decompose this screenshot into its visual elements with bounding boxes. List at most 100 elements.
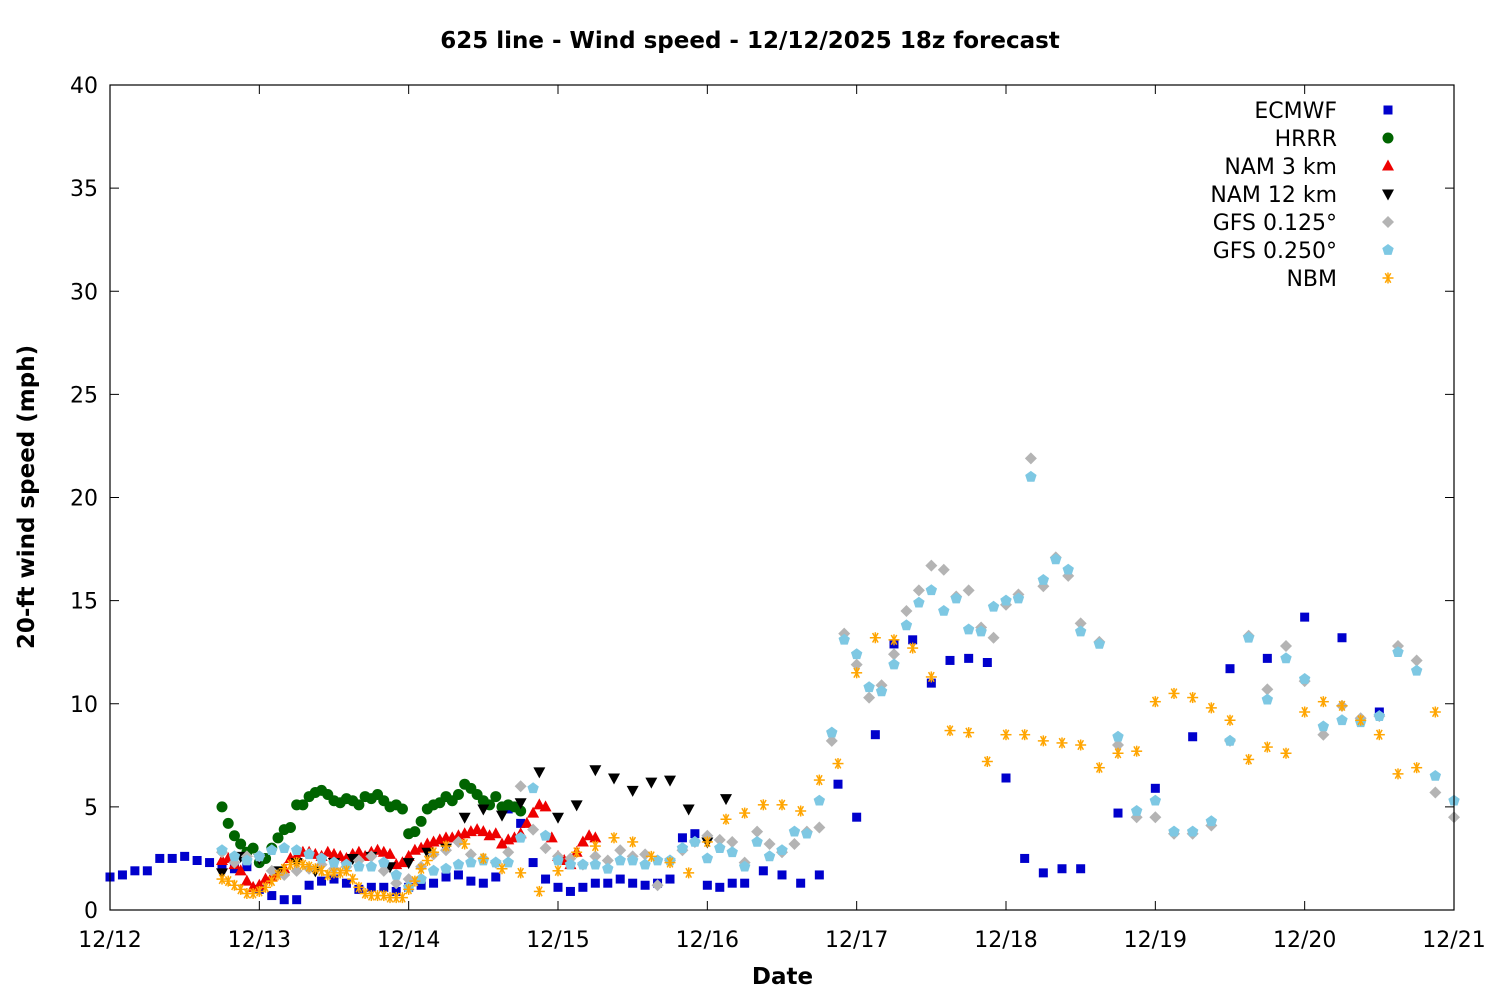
ecmwf-point: [628, 878, 638, 888]
gfs-0-250-point: [1242, 631, 1255, 643]
nbm-point: [701, 836, 713, 848]
gfs-0-125-point: [1149, 811, 1162, 824]
gfs-0-250-point: [390, 868, 402, 880]
nam-3-km-point: [589, 831, 602, 843]
nbm-point: [963, 727, 975, 739]
gfs-0-250-point: [826, 726, 838, 738]
gfs-0-125-point: [452, 835, 465, 848]
gfs-0-250-point: [465, 856, 477, 868]
ecmwf-point: [1113, 808, 1123, 818]
nam-3-km-point: [240, 874, 253, 886]
nbm-point: [1187, 692, 1199, 704]
nam-12-km-point: [589, 765, 602, 777]
nbm-point: [1411, 762, 1423, 774]
ecmwf-point: [565, 886, 575, 896]
nam-12-km-point: [570, 800, 583, 812]
ecmwf-point: [267, 891, 277, 901]
gfs-0-250-point: [253, 850, 266, 862]
gfs-0-250-point: [1112, 730, 1124, 742]
ecmwf-point: [541, 874, 551, 884]
series-gfs-0-250: [216, 470, 1460, 893]
gfs-0-250-point: [228, 850, 241, 862]
gfs-0-250-point: [514, 831, 527, 843]
nam-12-km-point: [533, 767, 546, 779]
nam-12-km-point: [608, 773, 620, 785]
gfs-0-250-point: [1336, 714, 1348, 726]
nbm-point: [1075, 739, 1087, 751]
gfs-0-250-point: [975, 625, 987, 637]
nam-3-km-point: [520, 816, 533, 828]
ecmwf-point: [908, 635, 918, 645]
hrrr-point: [515, 805, 527, 817]
legend-label-hrrr: HRRR: [1275, 127, 1337, 152]
gfs-0-125-point: [589, 850, 602, 863]
gfs-0-250-point: [788, 825, 801, 837]
ecmwf-point: [453, 870, 463, 880]
gfs-0-250-point: [900, 619, 913, 631]
gfs-0-125-point: [1261, 683, 1274, 696]
gfs-0-125-point: [639, 848, 652, 861]
y-tick-label: 30: [70, 280, 98, 305]
nbm-point: [247, 888, 259, 899]
series-ecmwf: [105, 612, 1384, 905]
ecmwf-point: [366, 882, 376, 892]
ecmwf-point: [1262, 653, 1272, 663]
nbm-point: [1037, 735, 1049, 747]
nbm-point: [1019, 729, 1031, 741]
ecmwf-point: [982, 658, 992, 667]
x-tick-label: 12/13: [228, 928, 291, 953]
nbm-point: [428, 846, 440, 858]
nam-3-km-point: [384, 847, 396, 859]
gfs-0-250-point: [589, 858, 602, 870]
nam-12-km-point: [626, 785, 639, 797]
ecmwf-point: [777, 870, 787, 880]
ecmwf-point: [578, 882, 588, 892]
gfs-0-250-point: [365, 860, 378, 872]
legend-marker-hrrr: [1382, 132, 1394, 144]
nbm-point: [284, 859, 296, 871]
nbm-point: [378, 890, 390, 902]
hrrr-point: [452, 789, 464, 800]
nbm-point: [944, 725, 956, 737]
ecmwf-point: [964, 653, 974, 663]
x-tick-label: 12/15: [526, 928, 589, 953]
nbm-point: [925, 671, 937, 683]
nbm-point: [353, 881, 365, 893]
hrrr-point: [297, 799, 309, 811]
gfs-0-250-point: [1224, 734, 1236, 746]
nbm-point: [1131, 745, 1143, 757]
gfs-0-250-point: [1149, 794, 1162, 806]
x-tick-label: 12/16: [676, 928, 739, 953]
ecmwf-point: [740, 878, 750, 888]
gfs-0-250-point: [1429, 769, 1442, 781]
ecmwf-point: [1300, 612, 1310, 622]
nbm-point: [278, 863, 290, 875]
ecmwf-point: [1076, 864, 1086, 874]
nbm-point: [1336, 700, 1348, 712]
nbm-point: [1373, 729, 1385, 741]
gfs-0-250-point: [1168, 825, 1180, 837]
hrrr-point: [272, 832, 284, 844]
ecmwf-point: [1337, 633, 1347, 643]
gfs-0-250-point: [315, 852, 328, 864]
nam-3-km-point: [234, 864, 247, 876]
y-tick-label: 40: [70, 74, 98, 99]
gfs-0-250-point: [875, 685, 888, 697]
gfs-0-250-point: [290, 844, 303, 856]
nam-12-km-point: [402, 858, 415, 870]
gfs-0-125-point: [290, 864, 303, 877]
nbm-point: [459, 838, 471, 850]
legend-label-gfs-0-125: GFS 0.125°: [1213, 211, 1337, 236]
nbm-point: [228, 879, 240, 891]
ecmwf-point: [205, 858, 215, 868]
nbm-point: [365, 890, 377, 902]
ecmwf-point: [553, 882, 563, 892]
nbm-point: [291, 857, 303, 869]
gfs-0-250-point: [452, 858, 465, 870]
gfs-0-250-point: [626, 854, 639, 866]
ecmwf-point: [615, 874, 625, 884]
gfs-0-125-point: [402, 873, 415, 886]
nbm-point: [888, 634, 900, 646]
y-tick-label: 0: [84, 899, 98, 924]
